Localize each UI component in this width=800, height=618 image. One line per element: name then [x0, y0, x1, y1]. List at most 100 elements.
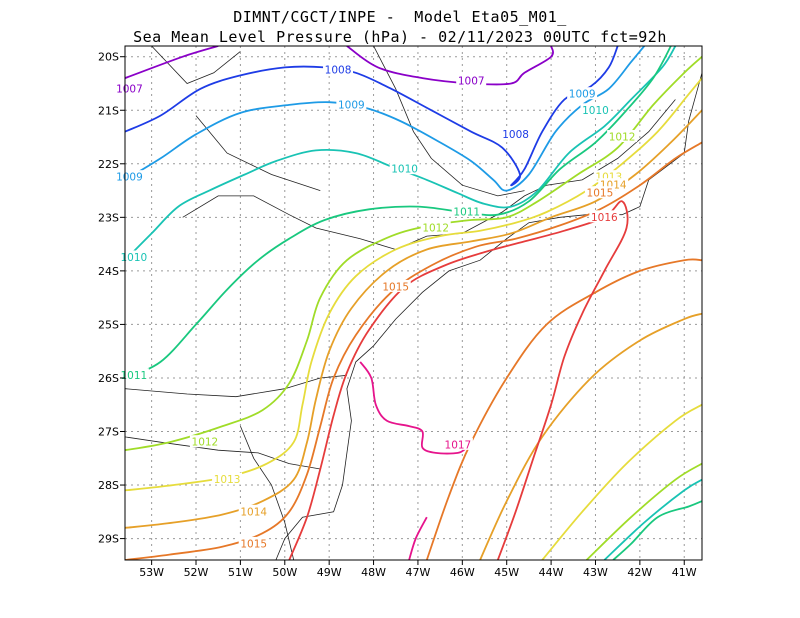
- isobar-label-bg: [380, 279, 411, 292]
- isobar-label-bg: [567, 87, 598, 100]
- isobar-1014: [479, 312, 702, 560]
- isobar-1017: [359, 361, 468, 455]
- y-tick-label: 21S: [98, 104, 119, 117]
- isobar-label-bg: [442, 437, 473, 450]
- isobar-label-bg: [114, 170, 145, 183]
- isobar-label-1010: 1010: [582, 105, 609, 117]
- y-tick-label: 28S: [98, 479, 119, 492]
- x-tick-label: 49W: [317, 566, 342, 579]
- isobar-label-1011: 1011: [453, 206, 480, 218]
- coastline-segment: [125, 374, 347, 398]
- isobar-1015: [125, 141, 702, 560]
- y-axis-ticks: 20S 21S 22S 23S 24S 25S 26S 27S 28S 29S: [98, 51, 125, 546]
- x-tick-label: 41W: [672, 566, 697, 579]
- x-axis-ticks: 53W 52W 51W 50W 49W 48W 47W 46W 45W 44W 43W 42W 41W: [139, 560, 697, 579]
- isobar-1008: [125, 46, 619, 187]
- isobar-label-1017: 1017: [445, 439, 472, 451]
- isobar-label-bg: [580, 103, 611, 116]
- isobar-1007: [346, 46, 554, 86]
- isobar-label-1007: 1007: [458, 75, 485, 87]
- isobar-label-bg: [456, 73, 487, 86]
- isobar-1013: [541, 403, 702, 560]
- isobar-label-1012: 1012: [422, 223, 449, 235]
- x-tick-label: 48W: [361, 566, 386, 579]
- isobar-1007: [125, 46, 219, 79]
- isobar-1012: [125, 56, 702, 452]
- isobar-label-1009: 1009: [338, 99, 365, 111]
- isobar-label-1009: 1009: [569, 89, 596, 101]
- x-tick-label: 45W: [494, 566, 519, 579]
- x-tick-label: 53W: [139, 566, 164, 579]
- isobar-label-bg: [389, 162, 420, 175]
- isobar-label-bg: [189, 435, 220, 448]
- isobar-label-1014: 1014: [240, 506, 267, 518]
- isobar-label-bg: [118, 368, 149, 381]
- isobar-1010: [603, 478, 702, 560]
- isobar-label-bg: [212, 472, 243, 485]
- coastline-segment: [275, 72, 702, 560]
- x-tick-label: 43W: [583, 566, 608, 579]
- isobar-label-bg: [451, 204, 482, 217]
- isobar-1017: [408, 516, 428, 560]
- y-tick-label: 23S: [98, 211, 119, 224]
- y-tick-label: 27S: [98, 426, 119, 439]
- isobar-1014: [125, 109, 702, 529]
- isobar-label-1010: 1010: [121, 252, 148, 264]
- coastline-segment: [373, 46, 525, 197]
- x-tick-label: 50W: [272, 566, 297, 579]
- isobar-label-1008: 1008: [325, 65, 352, 77]
- isobar-1015: [425, 258, 702, 560]
- y-tick-label: 29S: [98, 533, 119, 546]
- chart-title-line2: Sea Mean Level Pressure (hPa) - 02/11/20…: [133, 28, 667, 46]
- isobar-label-bg: [336, 97, 367, 110]
- isobar-1013: [125, 77, 702, 492]
- isobar-label-bg: [500, 127, 531, 140]
- isobar-label-1015: 1015: [240, 538, 267, 550]
- isobar-1012: [585, 462, 702, 560]
- isobar-label-bg: [584, 186, 615, 199]
- isobar-1016: [288, 200, 629, 560]
- x-tick-label: 46W: [450, 566, 475, 579]
- isobar-label-bg: [238, 504, 269, 517]
- coastline-segment: [125, 436, 321, 470]
- isobar-labels: 1007 1007 1008 1008 1009 1009 1009 1010 1010 1010…: [114, 63, 638, 550]
- isobar-label-1010: 1010: [391, 164, 418, 176]
- isobar-label-bg: [114, 81, 145, 94]
- x-tick-label: 51W: [228, 566, 253, 579]
- isobar-label-1012: 1012: [609, 132, 636, 144]
- isobar-label-1015: 1015: [587, 188, 614, 200]
- x-tick-label: 52W: [184, 566, 209, 579]
- isobar-label-bg: [420, 221, 451, 234]
- plot-frame: [124, 45, 703, 561]
- coastline-segment: [195, 115, 321, 191]
- isobar-label-1008: 1008: [502, 129, 529, 141]
- y-tick-label: 25S: [98, 318, 119, 331]
- chart-title-line1: DIMNT/CGCT/INPE - Model Eta05_M01_: [233, 8, 567, 26]
- isobar-label-1009: 1009: [116, 172, 143, 184]
- isobar-label-bg: [323, 63, 354, 76]
- isobar-label-1011: 1011: [121, 370, 148, 382]
- isobar-label-1012: 1012: [192, 437, 219, 449]
- y-tick-label: 22S: [98, 158, 119, 171]
- x-tick-label: 42W: [627, 566, 652, 579]
- x-tick-label: 47W: [406, 566, 431, 579]
- isobar-label-1013: 1013: [214, 474, 241, 486]
- isobar-1011: [125, 46, 672, 379]
- y-tick-label: 24S: [98, 265, 119, 278]
- isobar-label-bg: [589, 210, 620, 223]
- coastline-segment: [240, 425, 295, 560]
- isobar-label-bg: [607, 130, 638, 143]
- isobar-label-bg: [118, 250, 149, 263]
- isobar-1010: [125, 46, 677, 261]
- coastline-segment: [151, 46, 241, 84]
- y-tick-label: 20S: [98, 51, 119, 64]
- y-tick-label: 26S: [98, 372, 119, 385]
- isobar-label-1015: 1015: [382, 281, 409, 293]
- isobar-label-1007: 1007: [116, 83, 143, 95]
- x-tick-label: 44W: [539, 566, 564, 579]
- isobar-label-bg: [238, 536, 269, 549]
- isobar-contours: [125, 46, 702, 560]
- isobar-1011: [612, 500, 702, 560]
- isobar-label-1016: 1016: [591, 212, 618, 224]
